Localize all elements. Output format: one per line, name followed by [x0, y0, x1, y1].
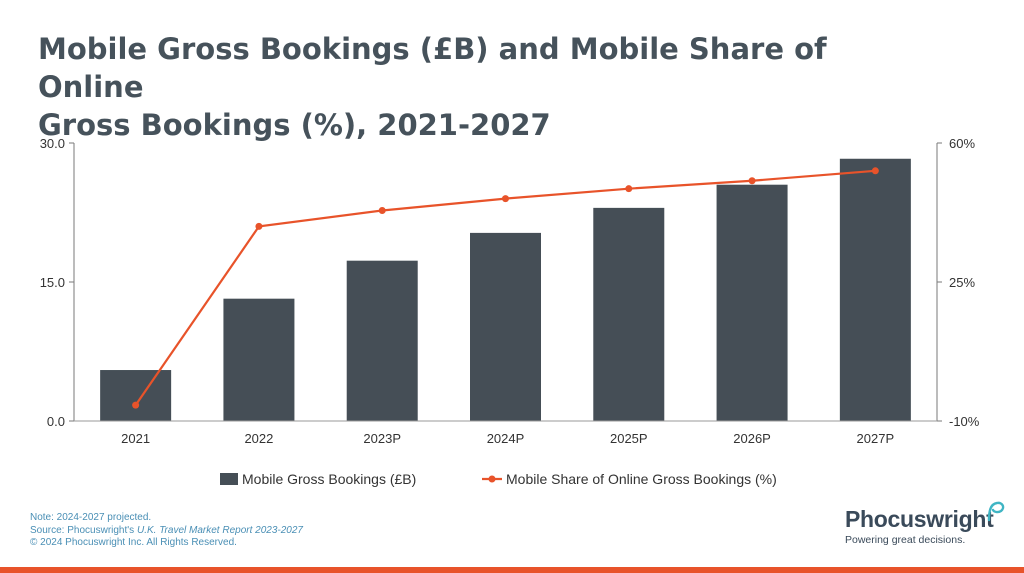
line-point-2027P — [871, 167, 879, 175]
legend-swatch-bar — [220, 473, 238, 485]
footnote-copyright: © 2024 Phocuswright Inc. All Rights Rese… — [30, 537, 237, 548]
bar-2027P — [839, 158, 911, 421]
x-axis-tick-label: 2024P — [487, 431, 525, 446]
chart-title: Mobile Gross Bookings (£B) and Mobile Sh… — [38, 30, 938, 144]
brand-tagline: Powering great decisions. — [845, 534, 966, 546]
line-point-2023P — [378, 207, 386, 215]
line-point-2024P — [502, 195, 509, 203]
line-point-2025P — [625, 185, 633, 193]
footnotes: Note: 2024-2027 projected. Source: Phocu… — [30, 512, 303, 550]
x-axis-tick-label: 2023P — [363, 431, 401, 446]
bar-2026P — [716, 184, 788, 421]
footnote-source-title: U.K. Travel Market Report 2023-2027 — [136, 524, 303, 536]
right-axis-tick-label: 60% — [949, 136, 975, 151]
bar-2024P — [470, 232, 541, 421]
x-axis-tick-label: 2025P — [610, 431, 648, 446]
brand-logo: Phocuswright Powering great decisions. — [845, 501, 1005, 547]
bar-2023P — [346, 260, 418, 421]
right-axis-tick-label: 25% — [949, 275, 975, 290]
bottom-accent-bar — [0, 567, 1024, 573]
bar-2021 — [100, 370, 172, 421]
x-axis-tick-label: 2021 — [121, 431, 150, 446]
brand-mark-icon — [987, 501, 1005, 522]
left-axis-tick-label: 30.0 — [40, 136, 65, 151]
brand-name: Phocuswright — [845, 506, 994, 532]
x-axis-tick-label: 2027P — [857, 431, 895, 446]
bar-2025P — [593, 207, 665, 421]
footnote-source-prefix: Source: Phocuswright's — [30, 524, 137, 536]
chart-title-line-2: Gross Bookings (%), 2021-2027 — [38, 108, 551, 142]
legend-label-line: Mobile Share of Online Gross Bookings (%… — [506, 471, 777, 487]
x-axis-tick-label: 2022 — [244, 431, 273, 446]
combo-chart: 0.0 15.0 30.0 -10% 25% 60% 2021 2022 2023P 2024P 2… — [40, 136, 980, 487]
bar-2022 — [223, 298, 295, 421]
legend-swatch-line-marker — [488, 475, 496, 483]
right-axis-tick-label: -10% — [949, 414, 980, 429]
x-axis-tick-label: 2026P — [733, 431, 771, 446]
legend-label-bar: Mobile Gross Bookings (£B) — [242, 471, 416, 487]
line-point-2022 — [255, 222, 263, 230]
left-axis-tick-label: 0.0 — [47, 414, 65, 429]
footnote-source: Source: Phocuswright's U.K. Travel Marke… — [30, 525, 303, 538]
line-point-2026P — [748, 177, 756, 185]
footnote-note: Note: 2024-2027 projected. — [30, 512, 152, 523]
line-point-2021 — [132, 401, 140, 409]
left-axis-tick-label: 15.0 — [40, 275, 65, 290]
chart-title-line-1: Mobile Gross Bookings (£B) and Mobile Sh… — [38, 32, 827, 104]
